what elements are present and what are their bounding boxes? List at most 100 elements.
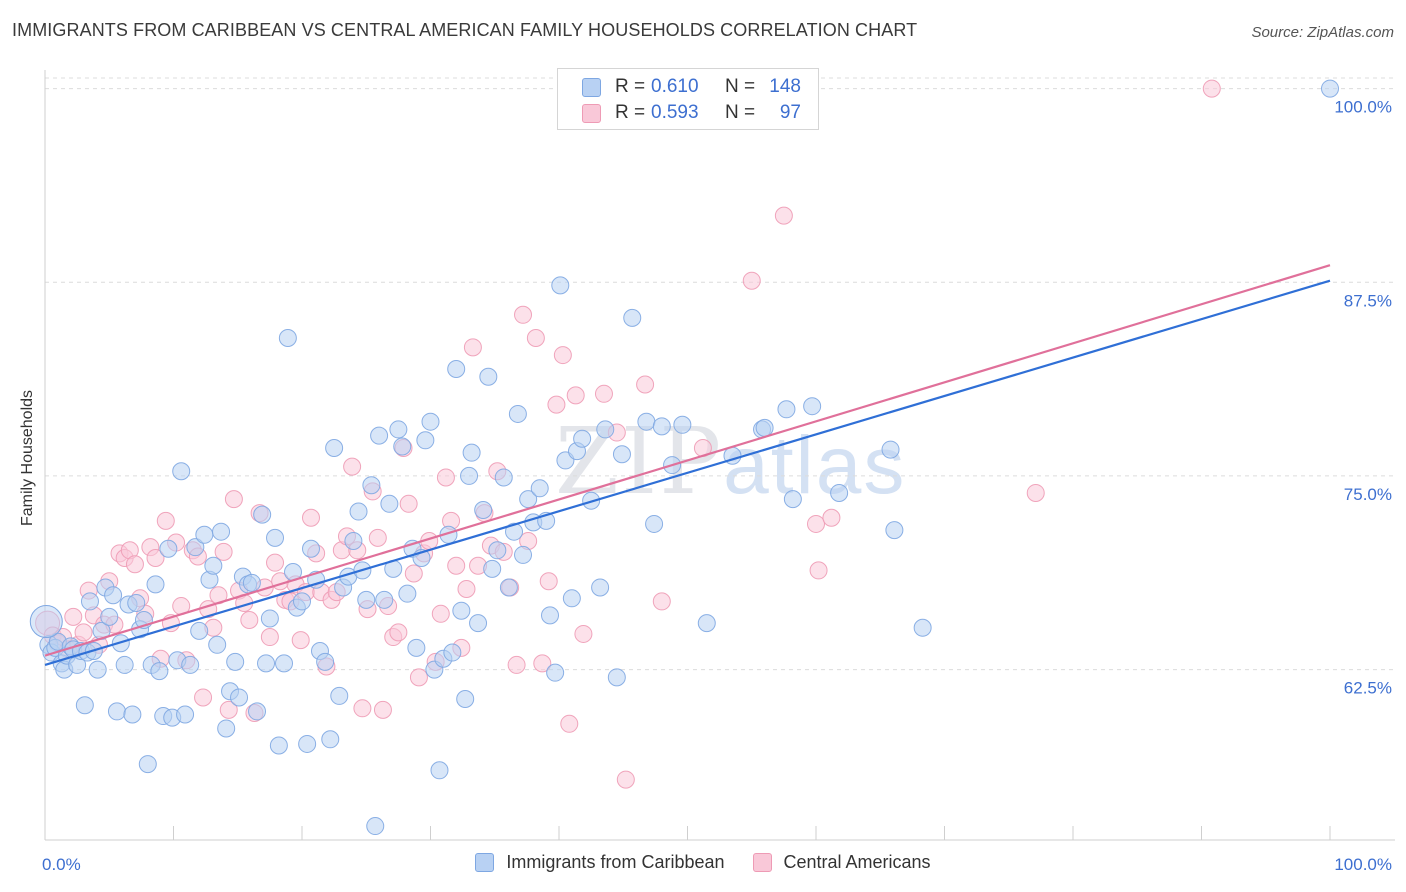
legend-item-caribbean[interactable]: Immigrants from Caribbean (475, 852, 725, 873)
x-tick-label-right: 100.0% (1334, 855, 1392, 874)
central-americans-points (35, 79, 1221, 789)
blue-point (469, 614, 488, 633)
blue-point (253, 505, 272, 524)
pink-point (652, 592, 671, 611)
legend-swatch-blue (582, 77, 601, 97)
blue-point (755, 418, 774, 437)
blue-point (301, 539, 320, 558)
blue-point (75, 696, 94, 715)
pink-point (353, 699, 372, 718)
pink-point (822, 508, 841, 527)
legend-row-central-americans: R = 0.593 N = 97 (582, 101, 801, 125)
pink-point (219, 700, 238, 719)
blue-point (519, 490, 538, 509)
blue-point (777, 400, 796, 419)
blue-point (212, 522, 231, 541)
pink-point (774, 206, 793, 225)
blue-point (499, 578, 518, 597)
blue-point (278, 329, 297, 348)
blue-point (190, 621, 209, 640)
blue-point (316, 652, 335, 671)
x-tick-label-left: 0.0% (42, 855, 81, 874)
blue-point (375, 590, 394, 609)
trend-lines (44, 264, 1331, 666)
y-tick-label: 87.5% (1344, 291, 1392, 310)
blue-point (488, 541, 507, 560)
pink-point (539, 572, 558, 591)
blue-point (115, 655, 134, 674)
blue-point (541, 606, 560, 625)
blue-point (349, 502, 368, 521)
pink-point (742, 271, 761, 290)
blue-point (645, 514, 664, 533)
tick-labels: 62.5% 75.0% 87.5% 100.0% 0.0% 100.0% (42, 98, 1392, 874)
legend-swatch-blue (475, 853, 495, 872)
blue-point (242, 573, 261, 592)
blue-point (104, 586, 123, 605)
legend-r-key: R = (615, 76, 646, 97)
blue-point (452, 601, 471, 620)
blue-point-large (29, 605, 63, 639)
legend-n-value: 148 (769, 76, 801, 97)
blue-point (462, 443, 481, 462)
pink-point (553, 346, 572, 365)
legend-label-caribbean: Immigrants from Caribbean (506, 852, 725, 872)
blue-point (181, 655, 200, 674)
blue-point (366, 817, 385, 836)
legend-label-central-americans: Central Americans (783, 852, 931, 872)
blue-point (697, 614, 716, 633)
pink-point (125, 555, 144, 574)
blue-point (260, 609, 279, 628)
blue-point (407, 638, 426, 657)
blue-point (330, 686, 349, 705)
pink-point (74, 623, 93, 642)
blue-point (208, 635, 227, 654)
blue-point (159, 539, 178, 558)
blue-point (107, 702, 126, 721)
pink-point (373, 700, 392, 719)
legend-n-key: N = (725, 76, 756, 97)
pink-point (616, 770, 635, 789)
pink-point (533, 654, 552, 673)
blue-point (830, 483, 849, 502)
legend-r-key: R = (615, 102, 646, 123)
blue-point (195, 525, 214, 544)
blue-point (248, 702, 267, 721)
blue-point (607, 668, 626, 687)
blue-point (416, 431, 435, 450)
legend-n-value: 97 (779, 102, 801, 123)
blue-point (100, 607, 119, 626)
blue-point (612, 445, 631, 464)
blue-point (176, 705, 195, 724)
blue-point (150, 662, 169, 681)
legend-r-value: 0.593 (651, 102, 699, 123)
blue-point (562, 589, 581, 608)
pink-point (507, 655, 526, 674)
legend-item-central-americans[interactable]: Central Americans (752, 852, 931, 873)
blue-point (269, 736, 288, 755)
blue-point (573, 429, 592, 448)
blue-point (257, 654, 276, 673)
pink-point (431, 604, 450, 623)
source-label[interactable]: Source: ZipAtlas.com (1251, 24, 1394, 41)
pink-point (447, 556, 466, 575)
blue-point (357, 590, 376, 609)
blue-point (514, 545, 533, 564)
pink-point (463, 338, 482, 357)
blue-point (508, 404, 527, 423)
pink-point (1202, 79, 1221, 98)
pink-point (156, 511, 175, 530)
pink-point (566, 386, 585, 405)
blue-point (88, 660, 107, 679)
blue-point (204, 556, 223, 575)
pink-point (809, 561, 828, 580)
correlation-legend: R = 0.610 N = 148 R = 0.593 N = 97 (557, 68, 819, 130)
blue-point (443, 643, 462, 662)
blue-point (138, 755, 157, 774)
blue-point (217, 719, 236, 738)
pink-point (260, 628, 279, 647)
caribbean-points (29, 79, 1339, 836)
pink-point (574, 624, 593, 643)
blue-point (389, 420, 408, 439)
blue-point (652, 417, 671, 436)
